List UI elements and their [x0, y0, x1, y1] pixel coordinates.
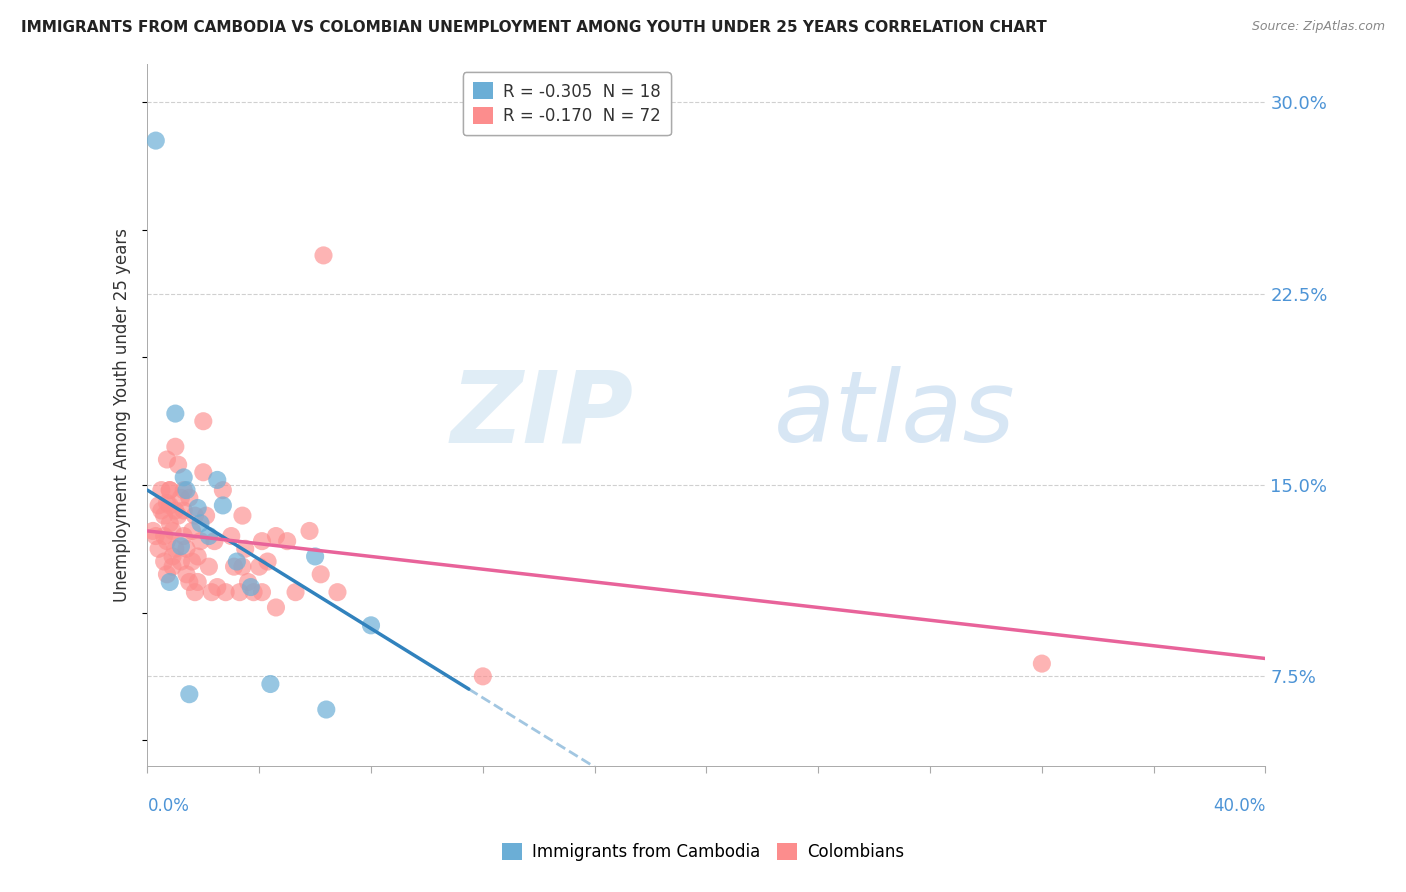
Point [179, 491, 201, 505]
Point [187, 574, 209, 589]
Point [159, 483, 181, 497]
Point [142, 524, 165, 538]
Point [176, 483, 198, 497]
Point [239, 580, 262, 594]
Point [309, 567, 332, 582]
Point [165, 541, 187, 556]
Point [284, 585, 307, 599]
Point [193, 465, 215, 479]
Point [165, 407, 187, 421]
Point [228, 585, 250, 599]
Point [173, 470, 195, 484]
Point [264, 529, 287, 543]
Point [1031, 657, 1053, 671]
Point [195, 508, 218, 523]
Text: atlas: atlas [773, 367, 1015, 463]
Point [156, 534, 179, 549]
Point [204, 534, 226, 549]
Text: IMMIGRANTS FROM CAMBODIA VS COLOMBIAN UNEMPLOYMENT AMONG YOUTH UNDER 25 YEARS CO: IMMIGRANTS FROM CAMBODIA VS COLOMBIAN UN… [21, 20, 1047, 35]
Point [225, 555, 247, 569]
Point [162, 524, 184, 538]
Point [173, 529, 195, 543]
Y-axis label: Unemployment Among Youth under 25 years: Unemployment Among Youth under 25 years [114, 227, 131, 602]
Point [198, 529, 221, 543]
Legend: R = -0.305  N = 18, R = -0.170  N = 72: R = -0.305 N = 18, R = -0.170 N = 72 [463, 72, 671, 136]
Text: ZIP: ZIP [451, 367, 634, 463]
Point [222, 559, 245, 574]
Point [184, 508, 207, 523]
Point [176, 541, 198, 556]
Text: 40.0%: 40.0% [1213, 797, 1265, 815]
Point [187, 549, 209, 564]
Point [145, 134, 167, 148]
Point [236, 574, 259, 589]
Point [165, 440, 187, 454]
Point [162, 559, 184, 574]
Point [259, 677, 281, 691]
Point [198, 559, 221, 574]
Point [181, 524, 204, 538]
Point [242, 585, 264, 599]
Point [153, 529, 176, 543]
Point [150, 483, 173, 497]
Point [150, 503, 173, 517]
Point [256, 555, 278, 569]
Point [212, 483, 235, 497]
Point [187, 500, 209, 515]
Point [298, 524, 321, 538]
Point [156, 496, 179, 510]
Point [165, 503, 187, 517]
Point [156, 567, 179, 582]
Point [145, 529, 167, 543]
Point [156, 452, 179, 467]
Point [190, 534, 212, 549]
Point [170, 555, 193, 569]
Point [173, 503, 195, 517]
Point [207, 473, 229, 487]
Point [304, 549, 326, 564]
Point [233, 541, 256, 556]
Point [207, 580, 229, 594]
Point [153, 508, 176, 523]
Point [219, 529, 242, 543]
Point [176, 567, 198, 582]
Point [153, 555, 176, 569]
Point [326, 585, 349, 599]
Point [159, 483, 181, 497]
Point [193, 414, 215, 428]
Point [159, 516, 181, 531]
Point [312, 248, 335, 262]
Point [148, 541, 170, 556]
Point [148, 499, 170, 513]
Point [231, 559, 253, 574]
Point [250, 534, 273, 549]
Point [231, 508, 253, 523]
Point [159, 574, 181, 589]
Point [179, 574, 201, 589]
Point [184, 585, 207, 599]
Point [167, 458, 190, 472]
Point [159, 499, 181, 513]
Point [190, 516, 212, 531]
Point [360, 618, 382, 632]
Point [162, 549, 184, 564]
Point [276, 534, 298, 549]
Text: 0.0%: 0.0% [148, 797, 190, 815]
Point [264, 600, 287, 615]
Text: Source: ZipAtlas.com: Source: ZipAtlas.com [1251, 20, 1385, 33]
Point [173, 483, 195, 497]
Point [179, 687, 201, 701]
Point [250, 585, 273, 599]
Point [247, 559, 270, 574]
Point [471, 669, 494, 683]
Point [167, 508, 190, 523]
Point [315, 702, 337, 716]
Point [170, 491, 193, 505]
Point [181, 555, 204, 569]
Legend: Immigrants from Cambodia, Colombians: Immigrants from Cambodia, Colombians [495, 836, 911, 868]
Point [201, 585, 224, 599]
Point [214, 585, 236, 599]
Point [170, 539, 193, 553]
Point [212, 499, 235, 513]
